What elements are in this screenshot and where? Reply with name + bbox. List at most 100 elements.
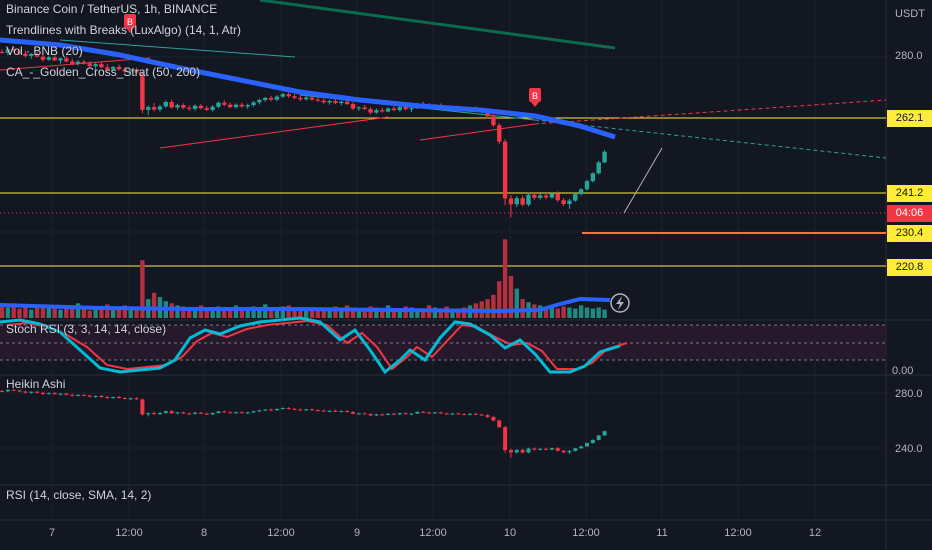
ma-line bbox=[0, 37, 616, 314]
volume-bar-70 bbox=[409, 307, 414, 318]
time-label-4: 9 bbox=[353, 527, 361, 539]
candle-body-83 bbox=[485, 111, 490, 117]
volume-bar-21 bbox=[122, 305, 128, 318]
ha-body-76 bbox=[444, 413, 449, 415]
stoch-d-line bbox=[6, 319, 628, 371]
candle-body-101 bbox=[590, 173, 596, 182]
ha-body-101 bbox=[590, 439, 595, 444]
time-label-10: 12 bbox=[808, 527, 822, 539]
volume-bar-2 bbox=[11, 303, 16, 318]
volume-bar-53 bbox=[309, 310, 315, 318]
candle-body-100 bbox=[584, 181, 590, 190]
ha-body-11 bbox=[64, 393, 69, 395]
volume-bar-85 bbox=[497, 281, 502, 318]
time-label-6: 10 bbox=[503, 527, 517, 539]
level-label-230: 230.4 bbox=[887, 225, 932, 242]
volume-bar-31 bbox=[181, 306, 186, 318]
candle-body-31 bbox=[181, 105, 186, 108]
ha-body-92 bbox=[538, 448, 543, 450]
volume-bar-74 bbox=[432, 307, 438, 318]
ha-tick-280: 280.0 bbox=[895, 388, 923, 400]
volume-bar-3 bbox=[17, 308, 22, 318]
volume-bar-16 bbox=[93, 306, 98, 318]
ha-body-34 bbox=[198, 412, 203, 414]
ha-body-89 bbox=[520, 449, 525, 453]
ha-body-3 bbox=[17, 390, 22, 392]
volume-bar-30 bbox=[175, 305, 180, 318]
ha-body-19 bbox=[111, 396, 116, 399]
candle-body-58 bbox=[339, 101, 344, 104]
ha-body-90 bbox=[526, 448, 531, 453]
ma-polyline bbox=[0, 37, 616, 140]
volume-bar-77 bbox=[450, 309, 455, 318]
candle-body-61 bbox=[356, 107, 362, 109]
ha-body-36 bbox=[210, 413, 215, 415]
ha-body-41 bbox=[239, 412, 244, 414]
ha-body-25 bbox=[146, 413, 151, 415]
symbol-title[interactable]: Binance Coin / TetherUS, 1h, BINANCE bbox=[6, 2, 218, 16]
volume-bar-20 bbox=[116, 307, 122, 318]
ha-body-83 bbox=[485, 415, 490, 417]
legend-stoch-rsi[interactable]: Stoch RSI (3, 3, 14, 14, close) bbox=[6, 322, 167, 336]
heikin-ashi-pane bbox=[0, 388, 607, 458]
volume-bar-51 bbox=[298, 307, 303, 318]
ha-body-94 bbox=[549, 448, 554, 450]
volume-bar-1 bbox=[5, 307, 11, 318]
volume-ma-polyline bbox=[0, 296, 611, 314]
volume-bar-103 bbox=[602, 309, 607, 318]
ha-body-52 bbox=[304, 409, 309, 411]
ha-body-91 bbox=[532, 448, 537, 450]
candle-body-51 bbox=[298, 97, 303, 100]
stoch-k-line bbox=[0, 316, 621, 375]
candle-body-5 bbox=[29, 53, 34, 56]
candle-body-48 bbox=[280, 94, 285, 97]
alert-icon[interactable] bbox=[610, 293, 630, 313]
legend-strategy[interactable]: CA_-_Golden_Cross_Strat (50, 200) bbox=[6, 65, 201, 79]
volume-bar-17 bbox=[99, 307, 104, 318]
volume-bar-35 bbox=[204, 307, 209, 318]
volume-bar-9 bbox=[52, 305, 57, 318]
legend-volume[interactable]: Vol · BNB (20) bbox=[6, 44, 83, 58]
ha-body-24 bbox=[140, 399, 145, 415]
currency-label: USDT bbox=[895, 8, 925, 20]
trendline-lower-2 bbox=[419, 123, 536, 141]
legend-trendlines[interactable]: Trendlines with Breaks (LuxAlgo) (14, 1,… bbox=[6, 23, 241, 37]
volume-bar-55 bbox=[321, 307, 326, 318]
time-label-2: 8 bbox=[200, 527, 208, 539]
candle-body-56 bbox=[327, 100, 332, 103]
volume-bar-65 bbox=[380, 308, 385, 318]
candle-body-103 bbox=[602, 151, 607, 163]
volume-bar-38 bbox=[222, 307, 227, 318]
volume-bar-68 bbox=[397, 308, 402, 318]
volume-bar-12 bbox=[70, 307, 75, 318]
candle-body-40 bbox=[233, 104, 239, 108]
volume-bar-43 bbox=[251, 306, 256, 318]
buy-markers[interactable]: BB bbox=[124, 14, 541, 107]
ha-body-53 bbox=[310, 409, 315, 411]
candle-body-35 bbox=[204, 108, 209, 110]
stoch-tick-0: 0.00 bbox=[892, 365, 914, 377]
ha-body-69 bbox=[403, 413, 408, 415]
volume-bar-7 bbox=[40, 307, 46, 318]
candle-body-21 bbox=[122, 69, 128, 72]
candle-body-10 bbox=[58, 58, 63, 61]
ha-body-28 bbox=[163, 411, 168, 413]
candle-body-27 bbox=[157, 106, 163, 110]
ha-body-45 bbox=[263, 409, 268, 411]
ha-body-61 bbox=[356, 413, 361, 415]
ha-body-23 bbox=[134, 398, 139, 400]
legend-rsi[interactable]: RSI (14, close, SMA, 14, 2) bbox=[6, 488, 152, 502]
volume-bar-101 bbox=[590, 308, 596, 318]
candle-body-37 bbox=[216, 102, 221, 107]
time-label-7: 12:00 bbox=[572, 527, 600, 539]
ha-body-21 bbox=[122, 397, 127, 399]
ha-body-15 bbox=[87, 395, 92, 397]
volume-bar-84 bbox=[491, 294, 496, 318]
volume-bar-67 bbox=[391, 309, 397, 318]
legend-heikin-ashi[interactable]: Heikin Ashi bbox=[6, 377, 66, 391]
time-label-8: 11 bbox=[656, 527, 668, 539]
candle-body-2 bbox=[11, 49, 16, 51]
